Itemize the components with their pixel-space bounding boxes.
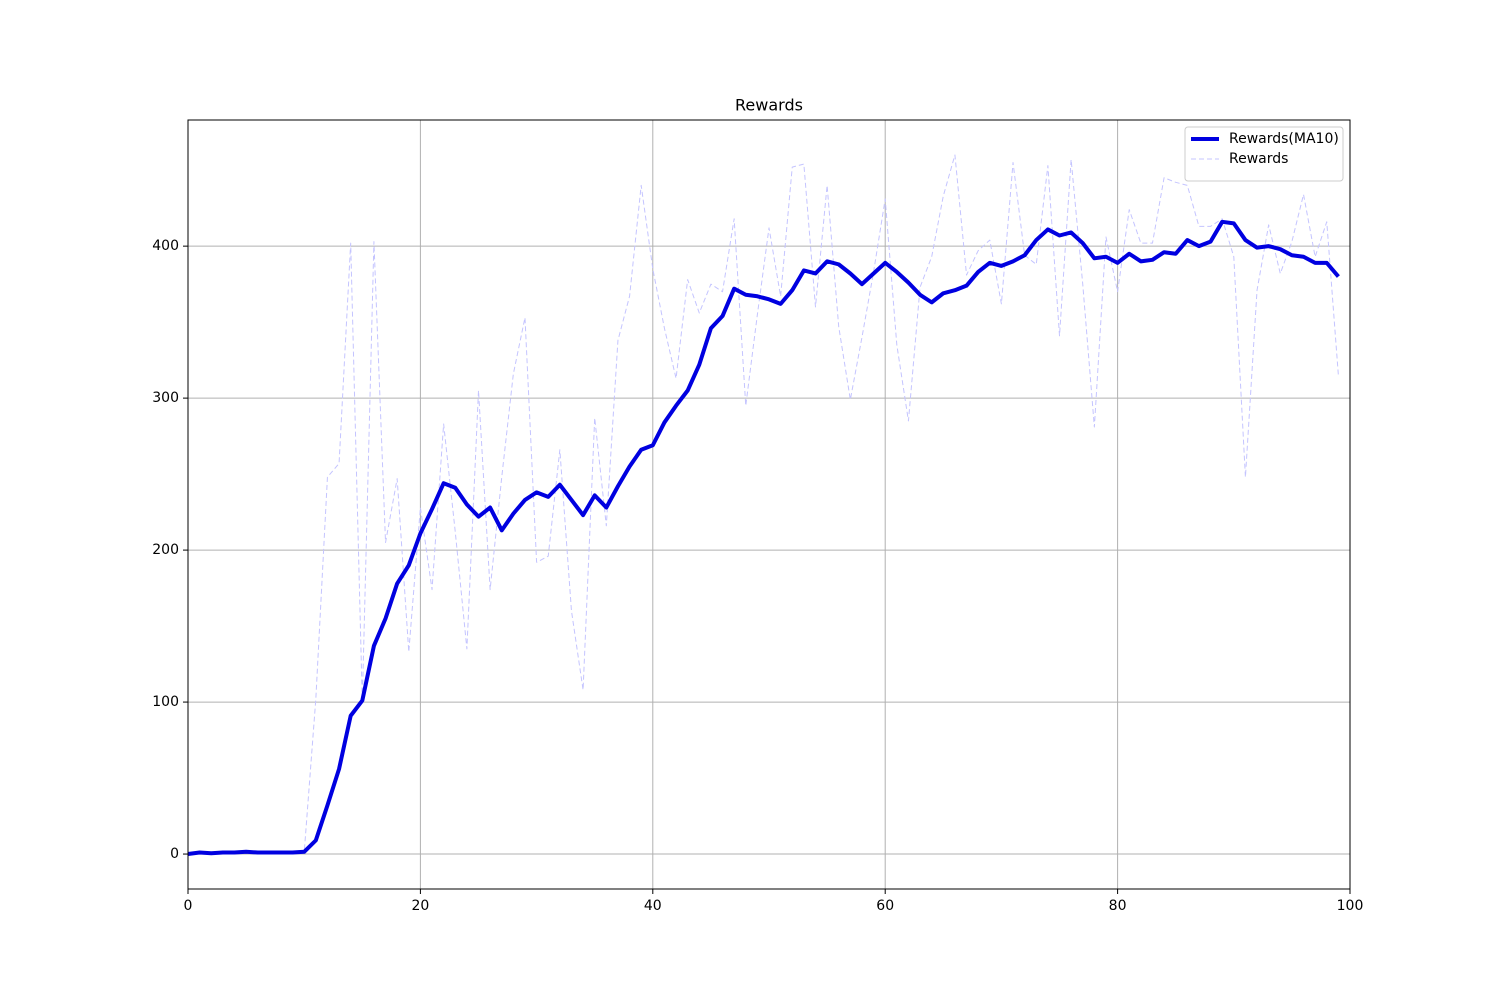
x-tick-label: 80 [1109,898,1127,914]
y-tick-label: 0 [170,846,179,862]
y-tick-label: 400 [152,238,179,254]
data-line [187,154,1339,855]
y-tick-label: 300 [152,390,179,406]
legend-label: Rewards [1229,151,1288,167]
legend-box [1184,126,1344,182]
x-tick-label: 0 [184,898,193,914]
chart-title: Rewards [735,96,803,115]
axes-frame [187,119,1351,890]
y-tick-label: 100 [152,694,179,710]
x-tick-label: 40 [644,898,662,914]
legend-label: Rewards(MA10) [1229,131,1339,147]
plot-area [188,120,1350,889]
x-tick-label: 100 [1337,898,1364,914]
data-line [187,219,1340,857]
x-tick-label: 20 [411,898,429,914]
y-tick-label: 200 [152,542,179,558]
x-tick-label: 60 [876,898,894,914]
